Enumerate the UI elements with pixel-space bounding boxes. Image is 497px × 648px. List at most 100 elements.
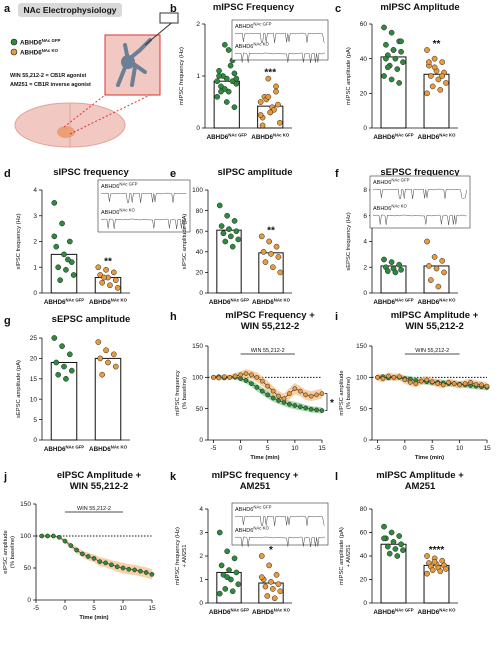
y-tick-label: 25	[30, 335, 38, 342]
data-point	[446, 379, 452, 385]
data-point	[439, 257, 446, 264]
y-tick-label: 80	[360, 506, 368, 513]
y-tick-label: 60	[360, 21, 368, 28]
data-point	[297, 404, 303, 410]
data-point	[398, 541, 404, 548]
category-label: ABHD6NAc GFP	[235, 505, 272, 514]
category-label: ABHD6NAc GFP	[44, 298, 84, 307]
data-point	[221, 374, 227, 380]
data-point	[277, 588, 284, 595]
data-point	[273, 83, 279, 90]
data-point	[424, 238, 430, 245]
data-point	[233, 75, 240, 82]
category-label: ABHD6NAc GFP	[44, 445, 84, 454]
category-label: ABHD6NAc KO	[252, 298, 291, 307]
category-label: ABHD6NAc KO	[101, 208, 136, 217]
data-point	[407, 379, 413, 385]
data-point	[386, 373, 391, 379]
data-point	[97, 559, 103, 564]
panel-letter: g	[4, 315, 11, 327]
data-point	[267, 109, 274, 116]
data-point	[273, 243, 280, 250]
legend-swatch	[10, 48, 18, 56]
category-label: ABHD6NAc GFP	[20, 38, 60, 47]
label-main: ABHD6	[20, 50, 42, 57]
data-point	[435, 76, 442, 83]
data-point	[258, 553, 265, 559]
data-point	[265, 392, 271, 398]
y-tick-label: 100	[192, 187, 203, 194]
data-point	[437, 87, 444, 93]
data-point	[270, 388, 276, 394]
data-point	[259, 122, 266, 129]
data-point	[68, 367, 75, 374]
data-point	[319, 391, 325, 396]
data-point	[149, 572, 155, 577]
label-main: ABHD6	[20, 40, 42, 47]
diagram-title: NAc Electrophysiology	[23, 5, 116, 15]
data-point	[413, 381, 419, 386]
data-point	[112, 277, 119, 283]
label-sup: NAc KO	[42, 48, 59, 53]
data-point	[276, 393, 281, 399]
data-point	[68, 543, 74, 548]
data-point	[381, 523, 387, 530]
data-point	[398, 38, 404, 45]
x-axis-label: Time (min)	[250, 455, 279, 461]
data-point	[126, 566, 132, 572]
data-point	[383, 55, 389, 62]
data-point	[260, 248, 267, 255]
data-point	[211, 374, 216, 380]
data-point	[66, 238, 73, 245]
y-tick-label: 40	[360, 553, 368, 560]
y-axis-label: sEPSC amplitude (pA)	[16, 360, 22, 418]
data-point	[249, 372, 254, 378]
data-point	[227, 374, 233, 380]
label-main: ABHD6	[207, 134, 229, 141]
note: AM251 = CB1R inverse agonist	[10, 82, 91, 88]
data-point	[268, 251, 274, 257]
inset-box	[231, 502, 329, 546]
data-point	[112, 363, 119, 370]
label-main: ABHD6	[252, 609, 274, 616]
data-point	[45, 533, 50, 539]
data-point	[431, 55, 438, 62]
y-tick-label: 0	[199, 437, 203, 444]
data-point	[437, 568, 444, 575]
label-main: ABHD6	[373, 134, 395, 141]
data-point	[273, 571, 280, 578]
data-point	[292, 386, 298, 391]
y-tick-label: 3	[199, 530, 203, 537]
title-box	[18, 3, 122, 17]
data-point	[441, 269, 447, 276]
label-main: ABHD6	[209, 609, 231, 616]
data-point	[381, 256, 387, 263]
data-point	[303, 405, 309, 411]
label-sup: NAc KO	[274, 298, 291, 303]
y-tick-label: 0	[363, 290, 367, 297]
data-point	[53, 243, 60, 250]
chart-title: WIN 55,212-2	[241, 321, 300, 332]
inset-trace	[100, 218, 187, 230]
data-point	[225, 47, 232, 53]
x-tick-label: 15	[318, 445, 326, 452]
data-point	[276, 119, 283, 126]
data-point	[235, 236, 242, 243]
x-tick-label: 10	[456, 445, 464, 452]
data-point	[451, 381, 457, 386]
data-point	[224, 574, 230, 581]
data-point	[233, 228, 240, 235]
data-point	[264, 593, 271, 599]
data-point	[270, 586, 276, 592]
category-label: ABHD6NAc GFP	[101, 182, 138, 191]
y-axis-label: mIPSC amplitude	[339, 370, 345, 415]
y-tick-label: 20	[30, 356, 38, 363]
data-point	[388, 76, 395, 83]
data-point	[223, 99, 230, 105]
category-label: ABHD6NAc KO	[235, 526, 270, 535]
y-tick-label: 20	[196, 270, 204, 277]
label-main: ABHD6	[373, 609, 395, 616]
y-tick-label: 4	[33, 187, 37, 194]
y-tick-label: 1	[199, 577, 203, 584]
